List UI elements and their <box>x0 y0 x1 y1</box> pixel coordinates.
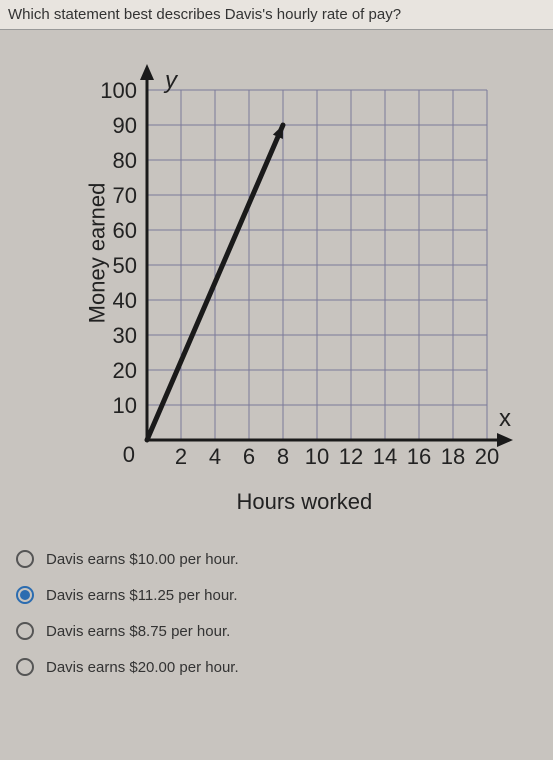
svg-text:18: 18 <box>440 444 464 469</box>
svg-text:14: 14 <box>372 444 396 469</box>
svg-text:2: 2 <box>174 444 186 469</box>
svg-text:50: 50 <box>112 253 136 278</box>
option-label: Davis earns $8.75 per hour. <box>46 623 230 640</box>
option-label: Davis earns $20.00 per hour. <box>46 659 239 676</box>
y-axis-label: Money earned <box>84 183 110 324</box>
svg-text:x: x <box>499 405 511 432</box>
chart-container: Money earned Hours worked 10203040506070… <box>37 60 517 520</box>
option-row[interactable]: Davis earns $8.75 per hour. <box>16 622 537 640</box>
x-axis-label: Hours worked <box>237 489 373 515</box>
svg-text:6: 6 <box>242 444 254 469</box>
svg-text:12: 12 <box>338 444 362 469</box>
radio-icon[interactable] <box>16 550 34 568</box>
svg-text:y: y <box>163 67 179 94</box>
option-row[interactable]: Davis earns $11.25 per hour. <box>16 586 537 604</box>
svg-text:0: 0 <box>122 442 134 467</box>
radio-icon[interactable] <box>16 622 34 640</box>
svg-text:60: 60 <box>112 218 136 243</box>
svg-text:80: 80 <box>112 148 136 173</box>
option-row[interactable]: Davis earns $10.00 per hour. <box>16 550 537 568</box>
answer-options: Davis earns $10.00 per hour. Davis earns… <box>16 550 537 676</box>
svg-text:70: 70 <box>112 183 136 208</box>
radio-icon[interactable] <box>16 658 34 676</box>
svg-text:10: 10 <box>304 444 328 469</box>
option-row[interactable]: Davis earns $20.00 per hour. <box>16 658 537 676</box>
svg-text:10: 10 <box>112 393 136 418</box>
svg-text:30: 30 <box>112 323 136 348</box>
svg-text:20: 20 <box>112 358 136 383</box>
svg-text:100: 100 <box>100 78 137 103</box>
option-label: Davis earns $11.25 per hour. <box>46 587 238 604</box>
option-label: Davis earns $10.00 per hour. <box>46 551 239 568</box>
svg-text:8: 8 <box>276 444 288 469</box>
svg-text:90: 90 <box>112 113 136 138</box>
svg-text:16: 16 <box>406 444 430 469</box>
question-text: Which statement best describes Davis's h… <box>0 0 553 30</box>
svg-text:4: 4 <box>208 444 220 469</box>
svg-text:40: 40 <box>112 288 136 313</box>
svg-text:20: 20 <box>474 444 498 469</box>
radio-icon[interactable] <box>16 586 34 604</box>
